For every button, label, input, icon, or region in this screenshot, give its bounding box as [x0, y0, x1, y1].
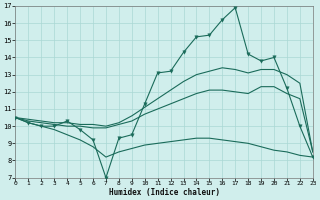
X-axis label: Humidex (Indice chaleur): Humidex (Indice chaleur) — [108, 188, 220, 197]
